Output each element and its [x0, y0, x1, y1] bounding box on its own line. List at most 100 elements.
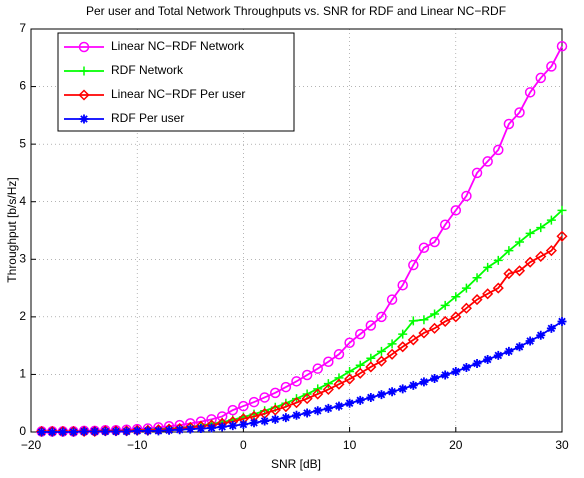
marker — [301, 393, 313, 405]
legend-label: Linear NC−RDF Per user — [111, 87, 245, 101]
marker — [503, 118, 515, 130]
marker — [313, 406, 323, 416]
marker — [408, 316, 418, 326]
x-tick-label: 30 — [555, 438, 569, 452]
x-tick-label: 10 — [343, 438, 357, 452]
x-tick-label: −20 — [21, 438, 42, 452]
marker — [312, 363, 323, 374]
marker — [439, 219, 451, 230]
marker — [387, 387, 397, 397]
marker — [418, 327, 430, 339]
marker — [365, 361, 377, 373]
marker — [366, 353, 376, 363]
marker — [419, 315, 429, 325]
legend-label: RDF Per user — [111, 111, 184, 125]
marker — [196, 424, 206, 434]
marker — [248, 396, 260, 408]
marker — [440, 370, 450, 380]
legend-label: RDF Network — [111, 63, 184, 77]
marker — [292, 410, 301, 420]
marker — [535, 250, 547, 262]
marker — [79, 426, 89, 436]
marker — [334, 401, 344, 411]
marker — [504, 346, 514, 356]
marker — [398, 329, 408, 339]
marker — [472, 358, 482, 368]
marker — [450, 311, 462, 323]
marker — [408, 380, 418, 390]
marker — [397, 279, 408, 291]
y-axis-label: Throughput [b/s/Hz] — [5, 177, 19, 282]
marker — [376, 390, 386, 400]
y-tick-label: 3 — [19, 251, 26, 265]
marker — [483, 262, 493, 272]
marker — [472, 273, 482, 283]
marker — [461, 283, 471, 293]
marker — [535, 72, 547, 84]
marker — [504, 246, 514, 256]
plot-frame — [30, 28, 563, 433]
marker — [451, 367, 461, 377]
marker — [439, 315, 451, 328]
marker — [270, 387, 281, 399]
marker — [493, 255, 503, 265]
marker — [375, 355, 388, 367]
marker — [312, 388, 324, 400]
y-tick-label: 7 — [19, 21, 26, 35]
marker — [450, 205, 462, 216]
marker — [386, 348, 398, 360]
marker — [546, 61, 557, 72]
marker — [111, 426, 121, 436]
marker — [132, 426, 142, 436]
x-tick-label: 0 — [240, 438, 247, 452]
marker — [259, 392, 270, 403]
x-axis-label: SNR [dB] — [271, 457, 321, 471]
marker — [515, 237, 525, 247]
chart-title: Per user and Total Network Throughputs v… — [86, 4, 506, 18]
marker — [290, 397, 303, 409]
marker — [407, 334, 419, 346]
marker — [387, 339, 397, 349]
marker — [90, 426, 100, 436]
marker — [302, 408, 312, 418]
marker — [525, 336, 535, 346]
marker — [354, 328, 366, 340]
y-tick-label: 1 — [19, 367, 26, 381]
legend-label: Linear NC−RDF Network — [111, 39, 245, 53]
marker — [460, 302, 472, 314]
marker — [344, 373, 356, 385]
marker — [68, 427, 78, 437]
marker — [376, 346, 386, 356]
marker — [546, 215, 556, 225]
marker — [557, 205, 567, 215]
marker — [365, 320, 377, 331]
marker — [397, 341, 409, 353]
marker — [451, 292, 461, 302]
marker — [524, 256, 536, 268]
marker — [376, 311, 387, 323]
marker — [185, 424, 195, 434]
y-tick-label: 0 — [19, 424, 26, 438]
marker — [418, 242, 430, 254]
marker — [525, 228, 535, 238]
y-tick-label: 4 — [19, 194, 26, 208]
marker — [207, 423, 217, 433]
marker — [536, 330, 546, 340]
marker — [217, 422, 227, 432]
marker — [291, 376, 302, 387]
marker — [323, 379, 333, 389]
marker — [122, 426, 132, 436]
marker — [386, 294, 398, 305]
marker — [430, 373, 440, 383]
marker — [355, 395, 365, 405]
marker — [354, 367, 366, 379]
marker — [322, 383, 334, 395]
marker — [333, 349, 345, 360]
marker — [323, 356, 334, 368]
marker — [270, 414, 280, 424]
marker — [430, 309, 440, 319]
marker — [557, 316, 567, 326]
marker — [281, 413, 291, 423]
marker — [536, 223, 546, 233]
marker — [269, 404, 281, 416]
